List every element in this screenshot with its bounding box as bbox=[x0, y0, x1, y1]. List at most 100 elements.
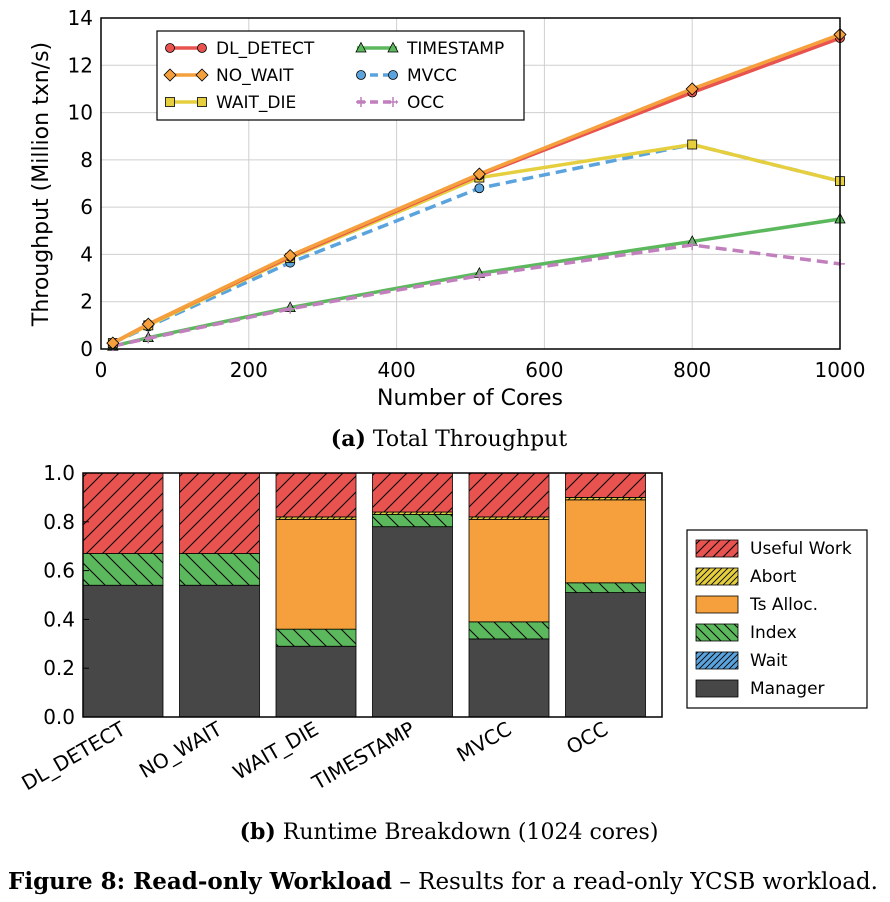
bar-segment-manager bbox=[275, 645, 357, 718]
legend-marker-mvcc bbox=[356, 70, 366, 80]
category-label: MVCC bbox=[453, 717, 516, 767]
legend-marker-timestamp bbox=[387, 41, 399, 53]
legend-label-occ: OCC bbox=[407, 93, 444, 113]
legend-marker-occ bbox=[356, 97, 366, 107]
series-line-no-wait bbox=[112, 32, 841, 345]
y-tick-label: 0.0 bbox=[43, 705, 75, 729]
x-tick-label: 400 bbox=[378, 358, 416, 382]
legend-marker-occ bbox=[388, 97, 398, 107]
bar-segment-hatch-useful-work bbox=[565, 473, 646, 498]
legend-label-manager: Manager bbox=[750, 679, 825, 699]
bar-segment-hatch-index bbox=[469, 621, 549, 639]
breakdown-plot-frame bbox=[82, 472, 663, 718]
legend-marker-dl-detect bbox=[165, 43, 175, 53]
bar-mvcc bbox=[468, 472, 550, 718]
y-tick-label: 0 bbox=[80, 337, 93, 361]
legend-label-dl-detect: DL_DETECT bbox=[216, 39, 315, 59]
series-occ bbox=[107, 239, 845, 352]
data-point-no-wait bbox=[472, 167, 486, 181]
bar-segment-hatch-abort bbox=[565, 497, 646, 500]
figure-caption-text: – Results for a read-only YCSB workload. bbox=[399, 869, 878, 895]
bar-segment-manager bbox=[565, 592, 646, 718]
legend-marker-dl-detect bbox=[197, 43, 207, 53]
throughput-chart: 0 200 400 600 800 1000 0 2 4 6 8 10 12 14 Number of C… bbox=[29, 6, 865, 452]
bar-segment-manager bbox=[82, 584, 164, 718]
bar-segment-ts-alloc bbox=[275, 518, 357, 630]
bar-segment-hatch-useful-work bbox=[276, 473, 356, 517]
breakdown-caption: (b) Runtime Breakdown (1024 cores) bbox=[240, 819, 659, 845]
bar-segment-hatch-index bbox=[179, 553, 260, 586]
bar-segment-hatch-abort bbox=[276, 516, 356, 520]
bar-segment-hatch-abort bbox=[372, 512, 453, 515]
legend-swatch-manager bbox=[695, 679, 739, 698]
data-point-occ bbox=[285, 303, 296, 314]
legend-marker-no-wait bbox=[163, 68, 177, 82]
bar-segment-hatch-index bbox=[372, 514, 453, 527]
breakdown-legend: Useful Work Abort Ts Alloc. Index Wait Manage… bbox=[686, 529, 868, 709]
legend-marker-timestamp bbox=[355, 41, 367, 53]
legend-swatch-hatch-wait bbox=[696, 652, 738, 669]
bar-segment-hatch-useful-work bbox=[179, 473, 260, 554]
x-tick-label: 200 bbox=[230, 358, 268, 382]
figure-caption-label: Figure 8: Read-only Workload bbox=[8, 868, 392, 895]
y-tick-label: 0.4 bbox=[43, 607, 75, 631]
x-tick-label: 600 bbox=[525, 358, 563, 382]
throughput-series bbox=[106, 27, 847, 352]
bar-segment-hatch-index bbox=[83, 553, 163, 586]
y-tick-label: 8 bbox=[80, 148, 93, 172]
series-timestamp bbox=[107, 212, 846, 351]
x-tick-label: 0 bbox=[95, 358, 108, 382]
data-point-wait-die bbox=[687, 139, 698, 150]
throughput-caption-text: Total Throughput bbox=[373, 427, 567, 452]
data-point-occ bbox=[474, 270, 485, 281]
legend-label-abort: Abort bbox=[750, 567, 797, 587]
bar-segment-manager bbox=[372, 526, 453, 718]
legend-label-timestamp: TIMESTAMP bbox=[406, 39, 504, 59]
throughput-xlabel: Number of Cores bbox=[377, 386, 563, 411]
data-point-occ bbox=[143, 333, 154, 344]
data-point-no-wait bbox=[141, 317, 155, 331]
legend-label-index: Index bbox=[750, 623, 797, 643]
y-tick-label: 14 bbox=[68, 6, 93, 30]
series-line-timestamp bbox=[112, 217, 841, 348]
series-line-occ bbox=[112, 243, 841, 348]
bar-segment-hatch-useful-work bbox=[469, 473, 549, 517]
throughput-legend-box bbox=[156, 30, 525, 121]
bar-segment-hatch-index bbox=[276, 629, 356, 647]
y-tick-label: 0.6 bbox=[43, 559, 75, 583]
legend-label-wait-die: WAIT_DIE bbox=[216, 93, 296, 113]
throughput-ylabel: Throughput (Million txn/s) bbox=[29, 42, 54, 327]
bar-dl-detect bbox=[82, 472, 164, 718]
legend-label-ts-alloc: Ts Alloc. bbox=[749, 595, 818, 615]
legend-label-wait: Wait bbox=[750, 651, 788, 671]
bar-segment-hatch-useful-work bbox=[83, 473, 163, 554]
data-point-no-wait bbox=[685, 82, 699, 96]
legend-marker-mvcc bbox=[388, 70, 398, 80]
bar-segment-hatch-index bbox=[565, 582, 646, 593]
y-tick-label: 12 bbox=[68, 53, 93, 77]
y-tick-label: 1.0 bbox=[43, 461, 75, 485]
series-line-mvcc bbox=[112, 142, 841, 345]
data-point-mvcc bbox=[474, 183, 485, 194]
legend-swatch-hatch-useful-work bbox=[696, 540, 738, 557]
breakdown-caption-label: (b) bbox=[240, 819, 276, 845]
bar-wait-die bbox=[275, 472, 357, 718]
category-label: OCC bbox=[562, 717, 612, 760]
bar-segment-ts-alloc bbox=[468, 518, 550, 623]
x-tick-label: 800 bbox=[673, 358, 711, 382]
y-tick-label: 0.8 bbox=[43, 510, 75, 534]
bar-segment-hatch-useful-work bbox=[372, 473, 453, 513]
data-point-no-wait bbox=[283, 249, 297, 263]
bar-occ bbox=[565, 472, 646, 718]
throughput-caption-label: (a) bbox=[331, 426, 366, 452]
legend-marker-no-wait bbox=[195, 68, 209, 82]
legend-marker-wait-die bbox=[197, 97, 207, 107]
legend-swatch-ts-alloc bbox=[695, 595, 739, 614]
y-tick-label: 4 bbox=[80, 242, 93, 266]
y-tick-label: 2 bbox=[80, 290, 93, 314]
legend-label-mvcc: MVCC bbox=[407, 66, 457, 86]
bar-segment-hatch-abort bbox=[469, 516, 549, 520]
category-label: TIMESTAMP bbox=[307, 717, 419, 795]
legend-label-no-wait: NO_WAIT bbox=[216, 66, 294, 86]
